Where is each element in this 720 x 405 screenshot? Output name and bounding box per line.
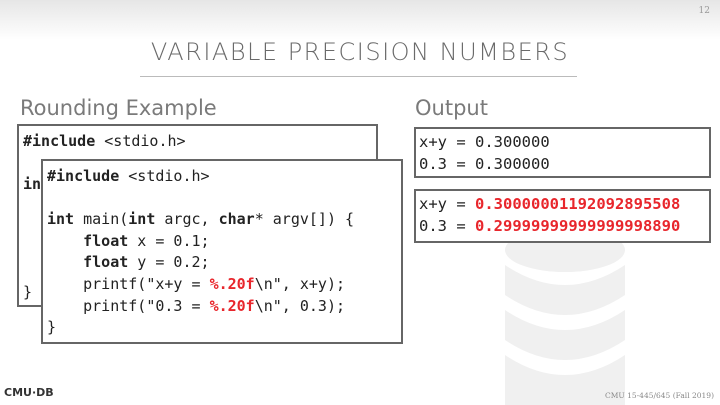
code-segment: int bbox=[47, 210, 75, 229]
code-segment: <stdio.h> bbox=[119, 167, 210, 185]
code-line bbox=[47, 188, 397, 210]
title-rule bbox=[140, 76, 577, 77]
code-segment: 0.3 = bbox=[419, 216, 475, 235]
code-segment: %.20f bbox=[209, 296, 255, 315]
code-segment: } bbox=[23, 283, 33, 302]
code-segment: #include bbox=[23, 132, 96, 150]
code-line: } bbox=[23, 282, 372, 304]
output-box: x+y = 0.30000001192092895508 0.3 = 0.2999… bbox=[414, 189, 711, 243]
code-segment: * argv[]) { bbox=[254, 210, 355, 229]
code-line: float y = 0.2; bbox=[47, 252, 397, 274]
code-segment: float bbox=[47, 253, 129, 272]
code-segment: \n", 0.3); bbox=[254, 296, 346, 315]
code-segment: %.20f bbox=[209, 274, 255, 293]
code-line: x+y = 0.300000 bbox=[419, 132, 706, 154]
code-segment: float bbox=[47, 231, 129, 250]
code-line: int main(int argc, char* argv[]) { bbox=[47, 209, 397, 231]
code-segment: int bbox=[128, 210, 156, 229]
slide-title: VARIABLE PRECISION NUMBERS bbox=[150, 38, 570, 66]
code-segment: main( bbox=[74, 210, 129, 229]
code-line: #include <stdio.h> bbox=[47, 166, 397, 188]
code-segment: y = 0.2; bbox=[128, 253, 210, 272]
code-line: } bbox=[47, 317, 397, 339]
left-heading: Rounding Example bbox=[20, 96, 217, 120]
code-segment: x+y = bbox=[419, 195, 475, 213]
course-label: CMU 15-445/645 (Fall 2019) bbox=[604, 391, 714, 400]
code-line: float x = 0.1; bbox=[47, 231, 397, 253]
code-line: 0.3 = 0.300000 bbox=[419, 154, 706, 176]
code-box-front: #include <stdio.h> int main(int argc, cha… bbox=[41, 159, 403, 344]
code-segment: x+y = 0.300000 bbox=[419, 133, 550, 151]
code-segment: char bbox=[218, 210, 255, 229]
background-icon bbox=[505, 228, 625, 405]
right-heading: Output bbox=[415, 96, 488, 120]
logo: CMU·DB bbox=[4, 386, 54, 399]
page-number: 12 bbox=[698, 6, 710, 16]
code-segment: <stdio.h> bbox=[95, 132, 186, 150]
code-segment: } bbox=[47, 318, 57, 337]
code-segment: 0.3 = 0.300000 bbox=[419, 154, 550, 173]
code-line: printf("x+y = %.20f\n", x+y); bbox=[47, 274, 397, 296]
code-segment: #include bbox=[47, 167, 120, 185]
code-line: x+y = 0.30000001192092895508 bbox=[419, 194, 706, 216]
code-segment: printf("x+y = bbox=[47, 274, 210, 293]
code-line: #include <stdio.h> bbox=[23, 131, 372, 153]
code-segment: \n", x+y); bbox=[254, 274, 346, 293]
code-segment: x = 0.1; bbox=[128, 231, 210, 250]
code-segment: 0.29999999999999998890 bbox=[475, 216, 681, 235]
code-segment: argc, bbox=[155, 210, 219, 229]
code-line: 0.3 = 0.29999999999999998890 bbox=[419, 216, 706, 238]
code-line: printf("0.3 = %.20f\n", 0.3); bbox=[47, 296, 397, 318]
output-box: x+y = 0.300000 0.3 = 0.300000 bbox=[414, 127, 711, 178]
code-segment: printf("0.3 = bbox=[47, 296, 210, 315]
code-segment: 0.30000001192092895508 bbox=[475, 195, 681, 213]
